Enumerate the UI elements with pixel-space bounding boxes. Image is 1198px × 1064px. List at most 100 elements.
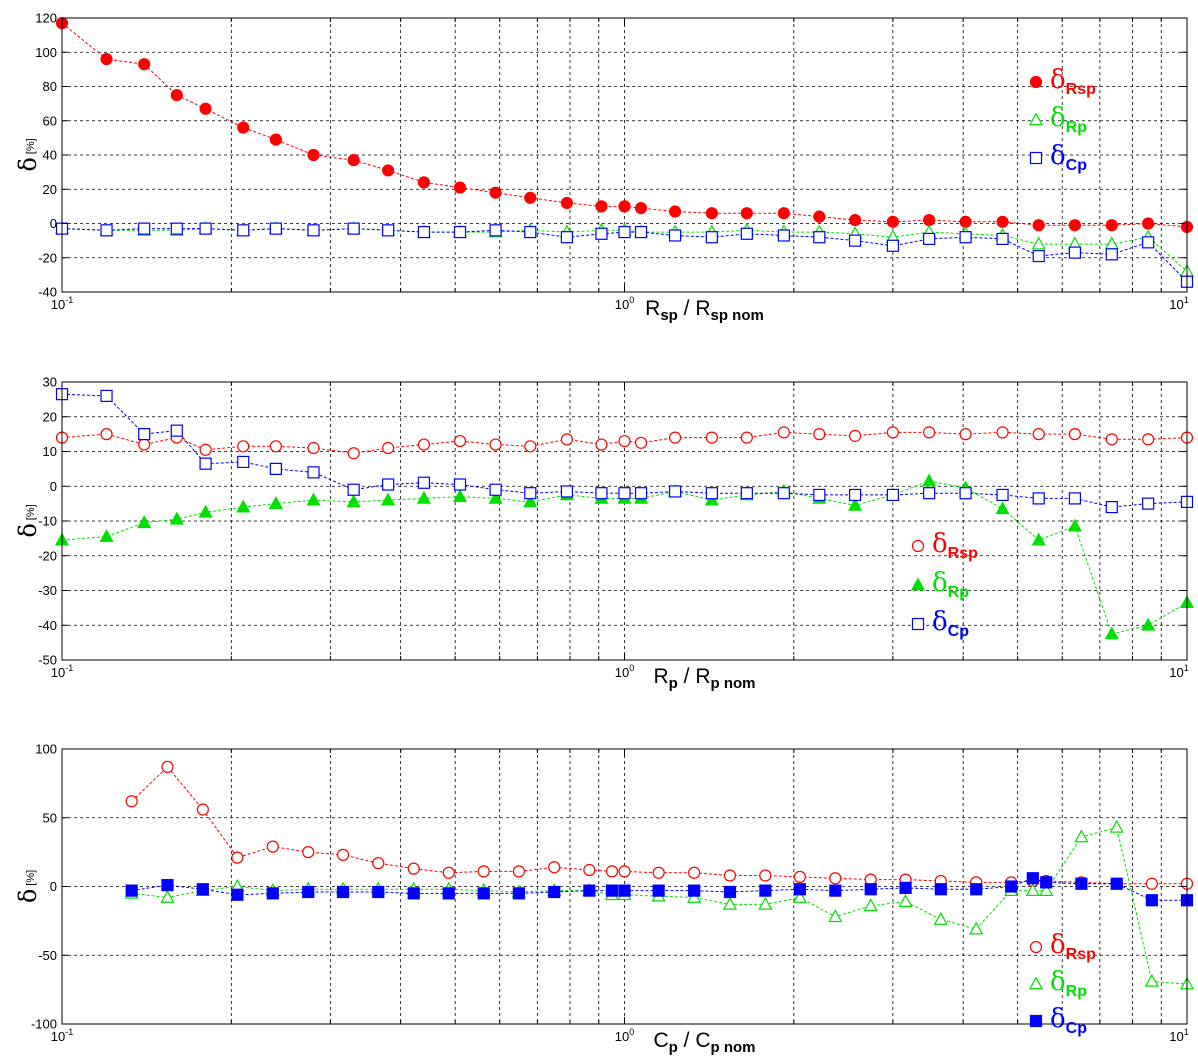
data-point <box>266 840 279 853</box>
data-point <box>524 191 537 204</box>
data-point <box>970 883 983 896</box>
data-point <box>848 488 862 502</box>
data-point <box>548 861 561 874</box>
series-rsp <box>55 426 1194 460</box>
y-axis-label-text: δ[%] <box>14 138 42 171</box>
legend-entry: δRsp <box>932 529 978 562</box>
legend-marker <box>1029 151 1043 165</box>
data-point <box>863 898 878 912</box>
data-point <box>306 492 321 506</box>
data-point <box>169 511 184 525</box>
data-point <box>307 224 320 237</box>
data-point <box>307 441 320 455</box>
data-point <box>1067 518 1082 532</box>
legend: δRsp δRp δCp <box>1028 930 1096 1037</box>
data-point <box>813 210 826 223</box>
data-point <box>416 490 432 504</box>
y-tick-label: -20 <box>38 548 57 563</box>
y-tick-label: 50 <box>43 810 57 825</box>
data-point <box>452 489 468 503</box>
x-tick-label: 101 <box>1169 663 1188 680</box>
legend-marker <box>1029 940 1043 954</box>
legend-marker <box>1028 112 1044 126</box>
data-point <box>923 487 936 500</box>
data-point <box>524 225 537 239</box>
data-point <box>382 478 395 491</box>
x-tick-label: 100 <box>615 1027 634 1044</box>
data-point <box>634 225 648 239</box>
data-point <box>605 865 619 878</box>
y-tick-label: -40 <box>38 618 57 633</box>
data-point <box>138 58 151 71</box>
data-point <box>722 896 738 910</box>
data-point <box>138 428 151 441</box>
data-point <box>524 487 537 500</box>
data-point <box>740 207 753 220</box>
data-point <box>777 426 790 439</box>
chart-panel-1: -40 -20 0 20 40 60 80 100 120 10-1 100 101 Rsp / Rsp… <box>14 11 1195 324</box>
y-tick-label: 20 <box>43 409 57 424</box>
data-point <box>583 863 596 877</box>
data-point <box>705 207 718 220</box>
data-point <box>524 440 537 453</box>
ticks: -100 -50 0 50 100 10-1 100 101 <box>31 742 1189 1045</box>
series-rsp <box>125 760 1194 890</box>
data-point <box>740 431 753 444</box>
data-point <box>668 205 682 218</box>
legend-marker <box>911 539 925 553</box>
data-point <box>560 433 574 446</box>
data-point <box>886 215 899 228</box>
data-point <box>595 227 608 240</box>
data-point <box>618 200 631 213</box>
data-point <box>307 466 320 479</box>
data-point <box>634 487 648 500</box>
data-point <box>723 885 737 899</box>
data-point <box>618 487 631 500</box>
data-point <box>161 760 174 773</box>
data-point <box>933 911 948 925</box>
legend-entry: δCp <box>932 607 969 640</box>
y-tick-label: 100 <box>35 45 57 60</box>
data-point <box>199 102 212 115</box>
data-point <box>1031 532 1046 546</box>
legend: δRsp δRp δCp <box>910 529 978 640</box>
data-point <box>347 222 360 235</box>
y-axis-label: δ[%] <box>14 138 42 171</box>
data-point <box>1025 883 1040 896</box>
data-point <box>100 389 113 402</box>
data-point <box>668 485 682 498</box>
data-point <box>1068 246 1082 259</box>
x-tick-label: 10-1 <box>51 295 73 312</box>
data-point <box>269 133 282 146</box>
data-point <box>489 186 502 199</box>
data-point <box>161 879 174 892</box>
data-point <box>1142 497 1155 510</box>
data-point <box>759 884 772 897</box>
data-point <box>886 426 899 439</box>
data-point <box>489 438 502 451</box>
data-point <box>1142 217 1155 230</box>
data-point <box>347 154 360 167</box>
y-tick-label: 30 <box>43 375 57 390</box>
data-point <box>198 504 213 518</box>
y-tick-label: -50 <box>38 653 57 668</box>
legend-entry: δCp <box>1050 141 1087 174</box>
data-point <box>634 201 648 215</box>
data-point <box>899 881 912 894</box>
data-point <box>1105 501 1118 514</box>
data-point <box>137 515 152 529</box>
data-point <box>237 455 250 469</box>
data-point <box>231 851 244 864</box>
data-point <box>346 494 361 508</box>
data-point <box>996 215 1009 228</box>
legend-entry: δRp <box>932 568 969 601</box>
x-axis-label: Cp / Cp nom <box>653 1029 755 1056</box>
data-point <box>688 884 701 897</box>
series-line <box>61 480 1188 635</box>
data-point <box>453 434 467 448</box>
data-point <box>1068 219 1082 232</box>
x-tick-label: 10-1 <box>51 663 73 680</box>
data-point <box>705 231 718 244</box>
y-tick-label: -100 <box>31 1017 57 1032</box>
data-point <box>1105 433 1118 446</box>
